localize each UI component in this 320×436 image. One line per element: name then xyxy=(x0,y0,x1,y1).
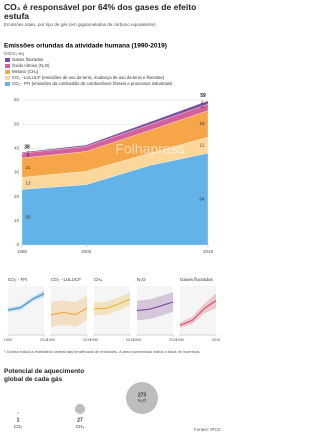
x-tick-label: 2019 xyxy=(40,338,48,342)
panel-title: N₂O xyxy=(137,277,146,282)
y-tick-label: 10 xyxy=(14,218,20,223)
subtitle: Emissões totais, por tipo de gás (em gig… xyxy=(4,22,156,27)
panel-title: CO₂ - LULUCF xyxy=(51,277,81,282)
unit: GtCO₂-eq xyxy=(4,51,24,56)
line xyxy=(50,307,88,316)
legend-swatch xyxy=(5,70,10,74)
share-label: 21 xyxy=(25,165,31,170)
legend-label: CO₂ - FFI (emissões da combustão de comb… xyxy=(12,81,173,86)
legend-label: Gases fluorados xyxy=(12,57,43,62)
panel-title: CO₂ - FFI xyxy=(8,277,27,282)
legend-swatch xyxy=(5,82,10,86)
x-tick-label: 2000 xyxy=(81,249,92,254)
category-label: N₂O xyxy=(138,398,147,403)
section-title: Emissões oriundas da atividade humana (1… xyxy=(4,43,167,50)
bubble xyxy=(17,412,19,415)
legend-swatch xyxy=(5,58,10,62)
uncertainty-band xyxy=(8,290,44,313)
panel-bg xyxy=(180,286,216,335)
note: * A linha indica a estimativa central da… xyxy=(4,349,201,354)
line xyxy=(93,298,131,310)
uncertainty-band xyxy=(94,292,130,316)
value-label: 1 xyxy=(17,417,20,423)
legend-swatch xyxy=(5,64,10,68)
area xyxy=(21,100,209,154)
y-tick-label: 20 xyxy=(14,194,20,199)
line xyxy=(7,293,45,311)
share-label: 2 xyxy=(201,100,204,105)
x-tick-label: 2019 xyxy=(169,338,177,342)
page: Emissões oriundas da atividade humana (1… xyxy=(3,2,222,433)
legend-label: CO₂ - LULUCF (emissões de uso da terra, … xyxy=(12,75,165,80)
x-tick-label: 2019 xyxy=(203,249,214,254)
title: CO₂ é responsável por 64% dos gases de e… xyxy=(4,2,197,21)
share-label: 5 xyxy=(27,153,30,158)
category-label: CH₄ xyxy=(76,424,84,429)
panel-bg xyxy=(94,286,130,335)
uncertainty-band xyxy=(137,292,173,321)
x-tick-label: 1990 xyxy=(17,249,28,254)
panel-bg xyxy=(51,286,87,335)
y-tick-label: 0 xyxy=(16,242,19,247)
total-label: 38 xyxy=(24,145,30,151)
legend-label: Óxido nitroso (N₂O) xyxy=(12,63,50,68)
value-label: 27 xyxy=(77,417,83,423)
share-label: 4 xyxy=(201,105,204,110)
share-label: 18 xyxy=(199,121,205,126)
y-tick-label: 40 xyxy=(14,146,20,151)
y-tick-label: 50 xyxy=(14,121,20,126)
x-tick-label: 1990 xyxy=(90,338,98,342)
share-label: 1 xyxy=(27,150,30,155)
line xyxy=(136,301,174,311)
bubble xyxy=(126,382,158,414)
y-tick-label: 30 xyxy=(14,170,20,175)
panel-bg xyxy=(8,286,44,335)
uncertainty-band xyxy=(51,295,87,327)
share-label: 64 xyxy=(199,196,205,201)
x-tick-label: 1990 xyxy=(47,338,55,342)
legend-label: Metano (CH₄) xyxy=(12,69,39,74)
total-label: 59 xyxy=(200,93,206,99)
share-label: 11 xyxy=(200,142,205,147)
y-tick-label: 60 xyxy=(14,97,20,102)
panel-bg xyxy=(137,286,173,335)
panel-title: CH₄ xyxy=(94,277,102,282)
x-tick-label: 1990 xyxy=(4,338,12,342)
share-label: 13 xyxy=(25,181,31,186)
uncertainty-band xyxy=(180,293,216,328)
panel-title: Gases fluorados xyxy=(180,277,214,282)
x-tick-label: 2019 xyxy=(212,338,220,342)
value-label: 273 xyxy=(138,392,147,398)
watermark: Folhapress xyxy=(115,141,184,157)
x-tick-label: 1990 xyxy=(133,338,141,342)
line xyxy=(179,300,217,326)
x-tick-label: 2019 xyxy=(83,338,91,342)
x-tick-label: 1990 xyxy=(176,338,184,342)
category-label: CO₂ xyxy=(14,424,23,429)
bubble xyxy=(74,403,86,414)
chart: Emissões oriundas da atividade humana (1… xyxy=(4,43,222,432)
section-title: Potencial de aquecimento global de cada … xyxy=(4,368,85,383)
source: Fontes: IPCC xyxy=(194,427,222,432)
share-label: 59 xyxy=(25,214,31,219)
legend-swatch xyxy=(5,76,10,80)
x-tick-label: 2019 xyxy=(126,338,134,342)
